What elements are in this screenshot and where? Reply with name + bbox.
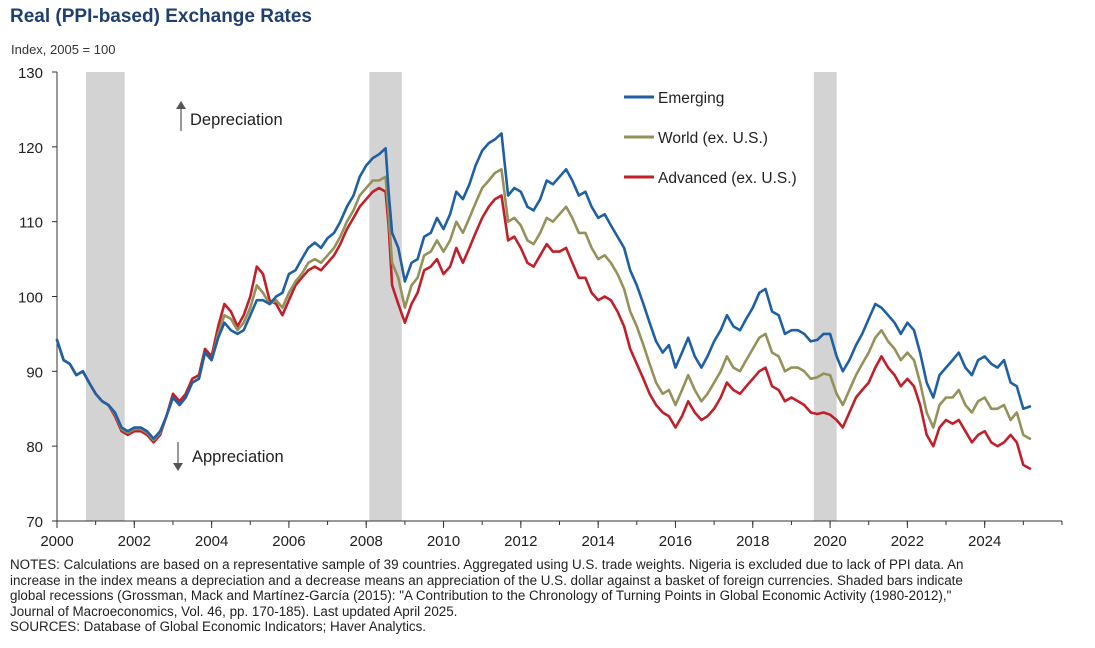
series-lines [55, 132, 1032, 470]
y-tick-label: 120 [18, 140, 43, 157]
notes-line: global recessions (Grossman, Mack and Ma… [10, 588, 952, 604]
line-chart: 70 80 90 100 110 120 130 2000 2002 2004 2006 2008 20… [18, 65, 1063, 550]
x-tick-label: 2010 [427, 533, 460, 550]
x-tick-label: 2002 [118, 533, 151, 550]
series-line [55, 132, 1032, 440]
axes: 70 80 90 100 110 120 130 2000 2002 2004 2006 2008 20… [18, 65, 1063, 550]
y-axis-units-label: Index, 2005 = 100 [11, 42, 116, 57]
x-tick-label: 2006 [272, 533, 305, 550]
x-tick-label: 2018 [736, 533, 769, 550]
up-arrowhead-icon [176, 101, 186, 109]
notes-line: NOTES: Calculations are based on a repre… [10, 557, 964, 572]
annotations: Depreciation Appreciation [173, 101, 284, 471]
x-tick-label: 2016 [659, 533, 692, 550]
notes-line: increase in the index means a depreciati… [10, 572, 963, 588]
legend-label: Advanced (ex. U.S.) [658, 170, 797, 187]
x-tick-label: 2024 [968, 533, 1001, 550]
y-tick-label: 90 [26, 364, 43, 381]
x-tick-label: 2000 [40, 533, 73, 550]
legend-label: Emerging [658, 90, 724, 107]
recession-band [813, 72, 837, 521]
recession-band [85, 72, 125, 521]
x-tick-label: 2020 [813, 533, 846, 550]
y-tick-label: 70 [26, 514, 43, 531]
y-tick-label: 130 [18, 65, 43, 82]
appreciation-label: Appreciation [192, 448, 284, 466]
x-tick-label: 2004 [195, 533, 228, 550]
y-tick-label: 100 [18, 290, 43, 307]
legend-label: World (ex. U.S.) [658, 130, 768, 147]
chart-notes: NOTES: Calculations are based on a repre… [10, 557, 1085, 635]
x-tick-label: 2008 [350, 533, 383, 550]
x-tick-label: 2014 [581, 533, 614, 550]
legend: Emerging World (ex. U.S.) Advanced (ex. U.… [624, 90, 797, 187]
y-tick-label: 110 [19, 215, 43, 232]
x-tick-label: 2022 [891, 533, 924, 550]
x-tick-label: 2012 [504, 533, 537, 550]
sources-line: SOURCES: Database of Global Economic Ind… [10, 619, 427, 635]
chart-title: Real (PPI-based) Exchange Rates [10, 6, 312, 27]
series-line [55, 168, 1032, 442]
down-arrowhead-icon [173, 463, 183, 471]
notes-line: Journal of Macroeconomics, Vol. 46, pp. … [10, 603, 458, 619]
series-line [55, 186, 1032, 470]
y-tick-label: 80 [26, 439, 43, 456]
depreciation-label: Depreciation [190, 111, 283, 129]
